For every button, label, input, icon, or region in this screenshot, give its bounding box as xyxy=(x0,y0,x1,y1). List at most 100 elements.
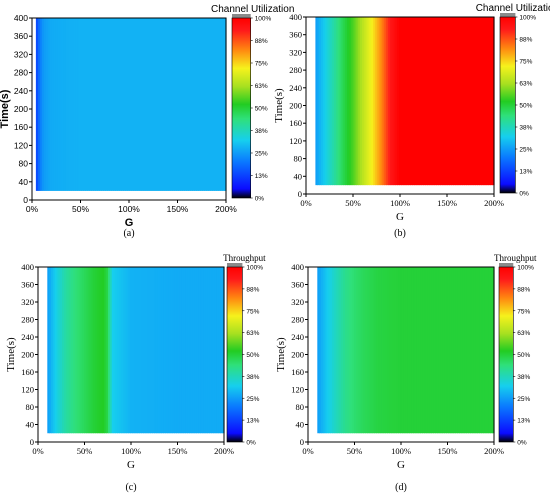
heatmap-cell xyxy=(99,18,102,191)
heatmap-cell xyxy=(61,18,65,191)
heatmap-cell xyxy=(176,267,179,434)
colorbar-title: Throughput xyxy=(223,253,266,263)
heatmap-cell xyxy=(124,18,128,191)
heatmap-cell xyxy=(333,267,337,434)
heatmap-field xyxy=(47,267,225,434)
x-tick-label: 0% xyxy=(302,446,313,456)
heatmap-cell xyxy=(194,18,197,191)
heatmap-cell xyxy=(445,17,449,186)
y-tick-label: 280 xyxy=(14,68,28,78)
heatmap-cell xyxy=(185,267,188,434)
heatmap-cell xyxy=(168,18,172,191)
colorbar-tick-label: 88% xyxy=(517,286,530,293)
heatmap-cell xyxy=(101,18,104,191)
panel-b: 0% 50% 100% 150% 200% 0 40 80 120 160 200 240 280 320… xyxy=(273,3,550,239)
heatmap-cell xyxy=(59,18,63,191)
heatmap-cell xyxy=(180,18,184,191)
heatmap-cell xyxy=(150,267,153,434)
heatmap-field xyxy=(35,18,227,191)
heatmap-cell xyxy=(154,18,158,191)
heatmap-cell xyxy=(218,18,221,191)
heatmap-cell xyxy=(398,267,401,434)
heatmap-cell xyxy=(143,267,146,434)
heatmap-cell xyxy=(39,18,43,191)
heatmap-cell xyxy=(368,267,372,434)
heatmap-field xyxy=(315,17,495,186)
heatmap-cell xyxy=(379,267,383,434)
heatmap-cell xyxy=(211,267,214,434)
y-tick-label: 400 xyxy=(291,262,304,272)
heatmap-cell xyxy=(411,267,414,434)
colorbar-tick-label: 38% xyxy=(517,374,530,381)
heatmap-cell xyxy=(490,267,493,434)
heatmap-cell xyxy=(135,267,139,434)
colorbar-tick-label: 63% xyxy=(246,330,259,337)
heatmap-cell xyxy=(337,17,341,186)
heatmap-cell xyxy=(187,267,190,434)
heatmap-cell xyxy=(139,267,142,434)
heatmap-cell xyxy=(100,267,104,434)
heatmap-cell xyxy=(222,18,225,191)
x-tick-label: 200% xyxy=(214,446,234,456)
heatmap-cell xyxy=(385,267,388,434)
heatmap-cell xyxy=(381,267,385,434)
heatmap-cell xyxy=(475,17,478,186)
heatmap-cell xyxy=(347,17,350,186)
heatmap-cell xyxy=(466,17,469,186)
heatmap-cell xyxy=(348,17,352,186)
colorbar-tick-label: 38% xyxy=(255,128,268,135)
y-tick-label: 400 xyxy=(14,13,28,23)
heatmap-cell xyxy=(113,18,116,191)
heatmap-cell xyxy=(212,267,216,434)
heatmap-cell xyxy=(210,18,213,191)
heatmap-cell xyxy=(332,267,335,434)
heatmap-cell xyxy=(126,267,129,434)
heatmap-cell xyxy=(93,18,96,191)
x-axis-label: G xyxy=(125,217,134,229)
y-tick-label: 0 xyxy=(23,195,28,205)
heatmap-cell xyxy=(378,267,381,434)
panel-caption: (a) xyxy=(123,228,134,239)
heatmap-cell xyxy=(35,18,39,191)
heatmap-cell xyxy=(397,17,400,186)
heatmap-cell xyxy=(126,18,130,191)
heatmap-cell xyxy=(438,17,441,186)
heatmap-cell xyxy=(93,267,96,434)
heatmap-cell xyxy=(390,267,394,434)
heatmap-cell xyxy=(170,267,174,434)
heatmap-cell xyxy=(91,267,94,434)
heatmap-cell xyxy=(324,267,328,434)
colorbar-tick-label: 63% xyxy=(519,81,532,88)
heatmap-cell xyxy=(400,267,403,434)
heatmap-cell xyxy=(449,267,453,434)
heatmap-cell xyxy=(477,17,480,186)
heatmap-cell xyxy=(428,17,432,186)
heatmap-cell xyxy=(47,267,50,434)
colorbar xyxy=(226,266,243,443)
x-tick-label: 100% xyxy=(390,198,410,208)
colorbar-tick-label: 13% xyxy=(519,169,532,176)
y-tick-label: 360 xyxy=(21,280,34,290)
panel-a: 0% 50% 100% 150% 200% 0 40 80 120 160 200 240 280 320… xyxy=(0,4,294,239)
heatmap-cell xyxy=(440,17,443,186)
heatmap-cell xyxy=(378,17,382,186)
heatmap-cell xyxy=(76,267,80,434)
heatmap-cell xyxy=(184,18,187,191)
heatmap-cell xyxy=(209,267,212,434)
heatmap-cell xyxy=(361,17,365,186)
heatmap-cell xyxy=(128,267,131,434)
heatmap-cell xyxy=(71,18,75,191)
heatmap-cell xyxy=(91,18,94,191)
panel-caption: (c) xyxy=(125,482,136,493)
heatmap-cell xyxy=(424,267,427,434)
heatmap-cell xyxy=(401,267,405,434)
colorbar-tick-label: 88% xyxy=(519,37,532,44)
heatmap-cell xyxy=(441,17,445,186)
heatmap-cell xyxy=(216,267,220,434)
colorbar-tick-label: 63% xyxy=(517,330,530,337)
heatmap-cell xyxy=(416,267,420,434)
heatmap-cell xyxy=(190,18,193,191)
heatmap-cell xyxy=(49,18,53,191)
heatmap-cell xyxy=(432,17,436,186)
